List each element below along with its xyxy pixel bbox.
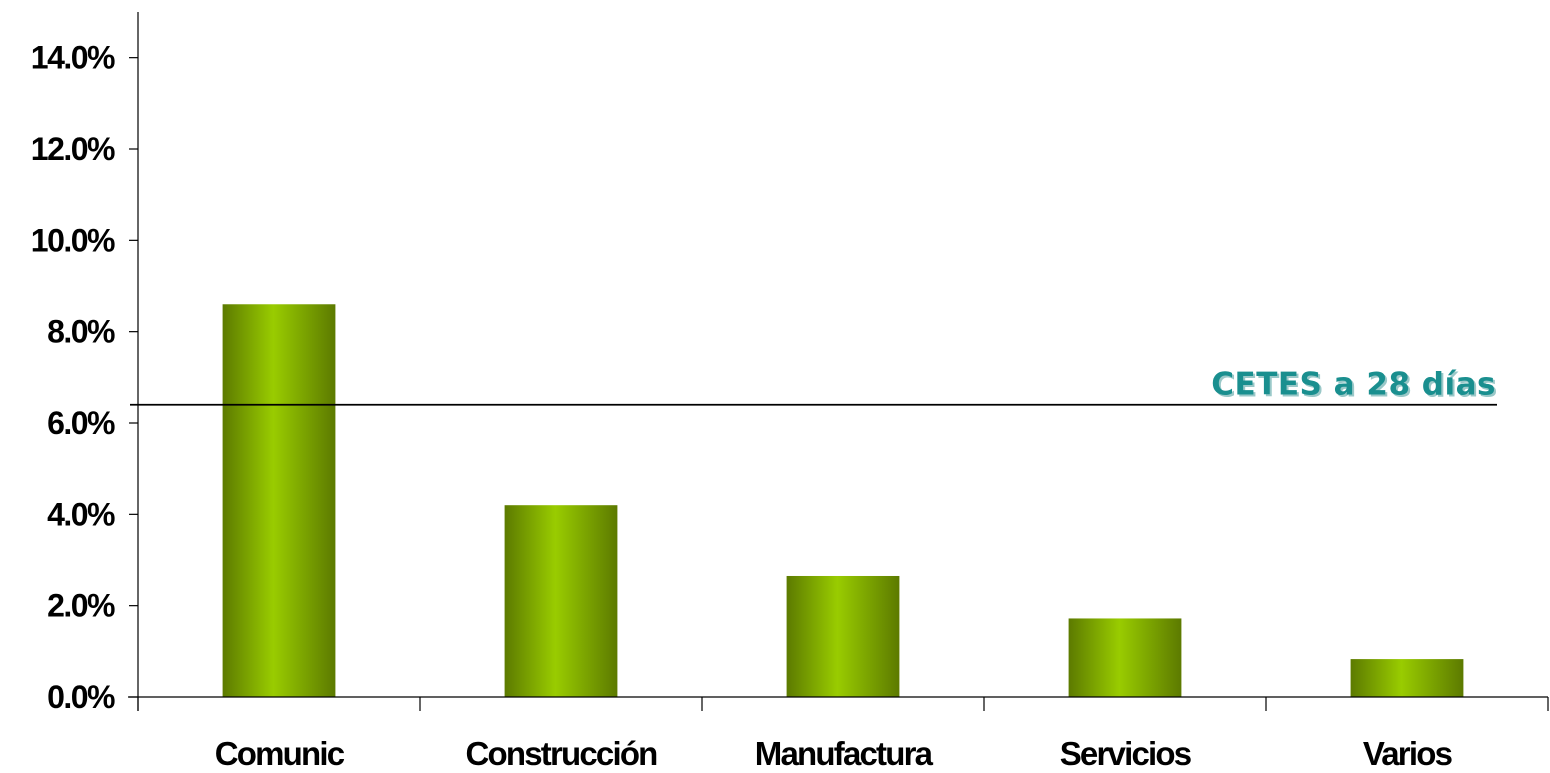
x-category-label: Manufactura <box>755 735 934 772</box>
bar-comunic <box>222 304 336 697</box>
y-tick-label: 12.0% <box>31 131 115 167</box>
bar-manufactura <box>786 575 900 697</box>
y-tick-label: 14.0% <box>31 40 115 76</box>
x-labels-group: Comunic Construcción Manufactura Servicios V… <box>215 735 1454 772</box>
y-tick-label: 6.0% <box>47 405 115 441</box>
reference-line-label: CETES a 28 días <box>1211 367 1496 403</box>
x-category-label: Construcción <box>465 735 657 772</box>
x-category-label: Servicios <box>1060 735 1191 772</box>
bars-group <box>222 304 1464 697</box>
bar-servicios <box>1068 618 1182 697</box>
y-ticks-group: 0.0% 2.0% 4.0% 6.0% 8.0% 10.0% 12.0% 14.0% <box>31 40 138 715</box>
bar-varios <box>1350 659 1464 697</box>
x-category-label: Comunic <box>215 735 345 772</box>
y-tick-label: 10.0% <box>31 222 115 258</box>
bar-construcción <box>504 505 618 697</box>
axes-group <box>128 12 1549 711</box>
y-tick-label: 4.0% <box>47 496 115 532</box>
y-tick-label: 0.0% <box>47 679 115 715</box>
y-tick-label: 2.0% <box>47 588 115 624</box>
x-category-label: Varios <box>1363 735 1452 772</box>
reference-line-label-shadow: CETES a 28 días <box>1213 369 1498 405</box>
reference-line-group: CETES a 28 días CETES a 28 días <box>130 367 1498 406</box>
y-tick-label: 8.0% <box>47 314 115 350</box>
